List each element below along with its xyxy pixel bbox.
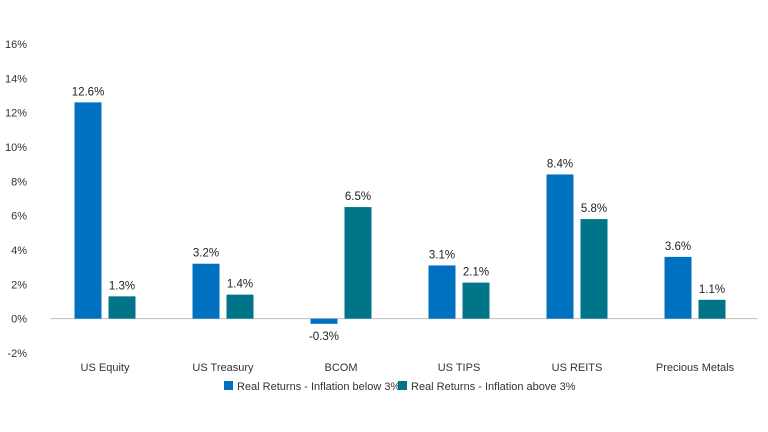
legend-label: Real Returns - Inflation above 3%	[411, 381, 576, 393]
data-label: 1.1%	[699, 284, 725, 296]
data-label: 3.1%	[429, 249, 455, 261]
x-category-label: US Equity	[81, 362, 130, 374]
legend-swatch	[398, 381, 407, 390]
x-axis: US Equity US Treasury BCOM US TIPS US REITS P…	[81, 362, 735, 374]
x-category-label: US TIPS	[438, 362, 481, 374]
data-label: 8.4%	[547, 158, 573, 170]
bar-above-3-bcom	[344, 207, 372, 319]
bars-group	[74, 102, 726, 324]
y-tick-label: 12%	[5, 108, 27, 120]
data-label: 6.5%	[345, 191, 371, 203]
y-tick-label: 4%	[11, 245, 27, 257]
y-tick-label: -2%	[7, 348, 27, 360]
data-label: -0.3%	[309, 331, 339, 343]
data-label: 3.2%	[193, 248, 219, 260]
bar-above-3-us-treasury	[226, 294, 254, 319]
data-label: 2.1%	[463, 267, 489, 279]
y-tick-label: 10%	[5, 142, 27, 154]
data-label: 1.4%	[227, 279, 253, 291]
y-axis: -2% 0% 2% 4% 6% 8% 10% 12% 14% 16%	[5, 39, 27, 360]
bar-below-3-us-reits	[546, 174, 574, 319]
y-tick-label: 6%	[11, 211, 27, 223]
legend: Real Returns - Inflation below 3% Real Re…	[224, 381, 576, 393]
x-category-label: US Treasury	[192, 362, 254, 374]
y-tick-label: 14%	[5, 73, 27, 85]
bar-below-3-us-treasury	[192, 263, 220, 319]
data-label: 1.3%	[109, 280, 135, 292]
data-labels-group: 12.6% 1.3% 3.2% 1.4% -0.3% 6.5% 3.1% 2.1% 8.4% 5.…	[72, 86, 725, 342]
y-tick-label: 8%	[11, 176, 27, 188]
y-tick-label: 16%	[5, 39, 27, 51]
y-tick-label: 0%	[11, 314, 27, 326]
x-category-label: BCOM	[325, 362, 358, 374]
legend-item: Real Returns - Inflation below 3%	[224, 381, 400, 393]
bar-below-3-us-equity	[74, 102, 102, 319]
bar-below-3-precious-metals	[664, 256, 692, 319]
legend-item: Real Returns - Inflation above 3%	[398, 381, 576, 393]
bar-below-3-bcom	[310, 318, 338, 324]
data-label: 3.6%	[665, 241, 691, 253]
bar-above-3-us-reits	[580, 219, 608, 319]
data-label: 12.6%	[72, 86, 105, 98]
bar-above-3-us-tips	[462, 282, 490, 319]
x-category-label: US REITS	[552, 362, 603, 374]
legend-swatch	[224, 381, 233, 390]
bar-below-3-us-tips	[428, 265, 456, 319]
bar-above-3-us-equity	[108, 296, 136, 319]
x-category-label: Precious Metals	[656, 362, 735, 374]
data-label: 5.8%	[581, 203, 607, 215]
bar-above-3-precious-metals	[698, 299, 726, 319]
legend-label: Real Returns - Inflation below 3%	[237, 381, 400, 393]
y-tick-label: 2%	[11, 279, 27, 291]
